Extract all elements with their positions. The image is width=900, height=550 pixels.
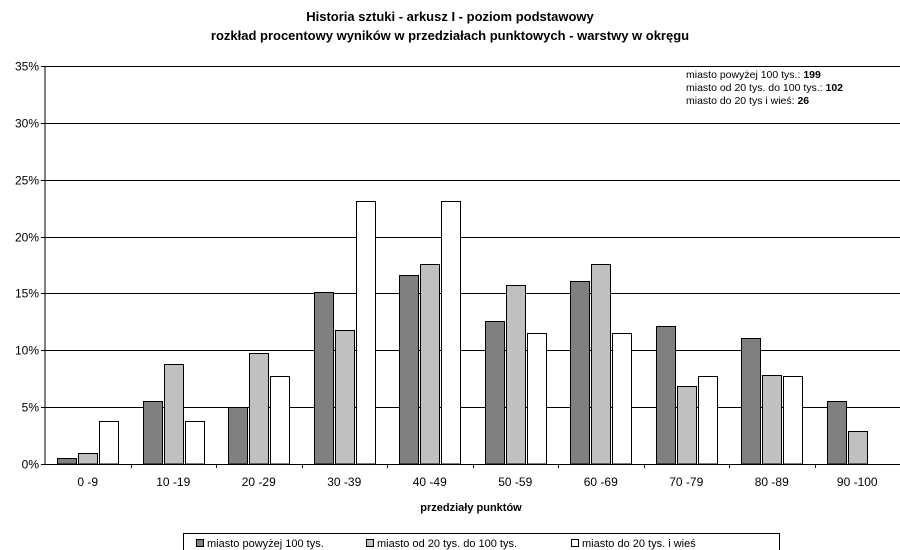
bar — [99, 421, 119, 465]
bars — [57, 201, 868, 465]
bar — [143, 401, 163, 465]
x-tick-label: 60 -69 — [584, 475, 618, 489]
bar — [356, 201, 376, 465]
x-axis-title: przedziały punktów — [420, 502, 522, 514]
bar — [506, 285, 526, 465]
y-tick-label: 5% — [22, 401, 40, 415]
legend-label: miasto od 20 tys. do 100 tys. — [377, 538, 517, 550]
y-tick-label: 30% — [15, 117, 39, 131]
bar — [741, 338, 761, 465]
x-tick-label: 40 -49 — [413, 475, 447, 489]
legend-swatch — [366, 539, 374, 547]
sample-size-line: miasto do 20 tys i wieś: 26 — [686, 95, 809, 107]
bar — [399, 275, 419, 465]
sample-size-line: miasto od 20 tys. do 100 tys.: 102 — [686, 82, 843, 94]
x-tick-label: 90 -100 — [837, 475, 878, 489]
bar — [677, 386, 697, 465]
x-tick-label: 10 -19 — [156, 475, 190, 489]
bar — [57, 458, 77, 465]
legend-swatch — [571, 539, 579, 547]
bar — [591, 264, 611, 465]
y-tick-label: 15% — [15, 287, 39, 301]
y-tick-label: 0% — [22, 458, 40, 472]
y-tick-label: 10% — [15, 344, 39, 358]
x-tick-label: 80 -89 — [755, 475, 789, 489]
legend-swatch — [196, 539, 204, 547]
sample-size-line: miasto powyżej 100 tys.: 199 — [686, 69, 821, 81]
x-axis-ticks: 0 -9 10 -19 20 -29 30 -39 40 -49 50 -59 60 -69… — [77, 464, 878, 489]
legend-label: miasto powyżej 100 tys. — [207, 538, 324, 550]
x-tick-label: 0 -9 — [77, 475, 98, 489]
bar — [656, 326, 676, 465]
bar — [827, 401, 847, 465]
bar — [612, 333, 632, 465]
bar — [420, 264, 440, 465]
y-tick-label: 20% — [15, 231, 39, 245]
x-tick-label: 20 -29 — [242, 475, 276, 489]
bar — [783, 376, 803, 465]
bar — [228, 407, 248, 465]
x-tick-label: 70 -79 — [669, 475, 703, 489]
gridlines — [45, 66, 900, 408]
bar — [314, 292, 334, 465]
bar — [527, 333, 547, 465]
bar — [249, 353, 269, 465]
bar — [848, 431, 868, 465]
bar — [570, 281, 590, 465]
chart-title: Historia sztuki - arkusz I - poziom pods… — [306, 9, 594, 24]
bar — [485, 321, 505, 465]
chart-subtitle: rozkład procentowy wyników w przedziałac… — [211, 28, 689, 43]
x-tick-label: 50 -59 — [498, 475, 532, 489]
bar — [335, 330, 355, 465]
bar — [698, 376, 718, 465]
y-tick-label: 25% — [15, 174, 39, 188]
y-tick-label: 35% — [15, 60, 39, 74]
legend: miasto powyżej 100 tys. miasto od 20 tys.… — [196, 538, 696, 550]
legend-label: miasto do 20 tys. i wieś — [582, 538, 696, 550]
bar — [270, 376, 290, 465]
y-axis-ticks: 0% 5% 10% 15% 20% 25% 30% 35% — [15, 60, 45, 472]
bar — [78, 453, 98, 465]
bar — [441, 201, 461, 465]
x-tick-label: 30 -39 — [327, 475, 361, 489]
legend-box — [183, 533, 780, 550]
bar — [164, 364, 184, 465]
bar — [185, 421, 205, 465]
bar — [762, 375, 782, 465]
